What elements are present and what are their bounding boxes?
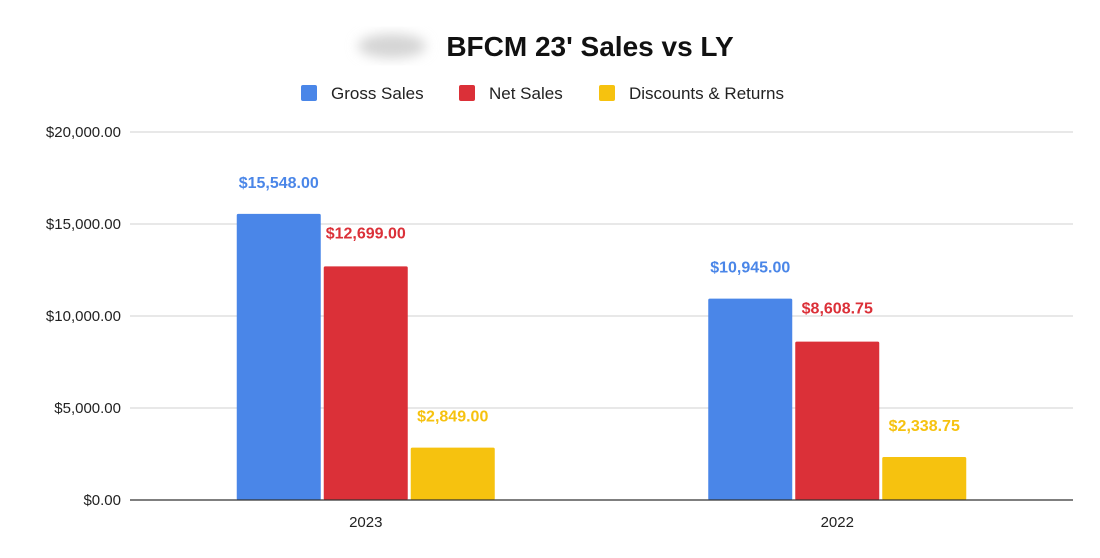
bar-gross-sales-2023	[236, 213, 321, 500]
y-axis-ticks: $0.00 $5,000.00 $10,000.00 $15,000.00 $20,00…	[46, 124, 121, 509]
data-label: $8,608.75	[802, 301, 873, 318]
data-label: $2,338.75	[889, 418, 960, 435]
x-tick-label: 2022	[821, 514, 854, 531]
blurred-logo	[358, 34, 426, 58]
x-axis-ticks: 2023 2022	[349, 514, 854, 531]
y-tick-label: $10,000.00	[46, 308, 121, 325]
data-label: $15,548.00	[239, 175, 319, 192]
y-tick-label: $15,000.00	[46, 216, 121, 233]
legend-label: Gross Sales	[331, 84, 424, 103]
bar-net-sales-2022	[795, 341, 880, 500]
data-label: $12,699.00	[326, 225, 406, 242]
y-tick-label: $0.00	[83, 492, 121, 509]
y-tick-label: $20,000.00	[46, 124, 121, 141]
bar-net-sales-2023	[323, 266, 408, 500]
chart-title: BFCM 23' Sales vs LY	[446, 31, 734, 62]
data-label: $10,945.00	[710, 260, 790, 277]
legend-swatch	[301, 85, 317, 101]
legend-label: Discounts & Returns	[629, 84, 784, 103]
legend: Gross Sales Net Sales Discounts & Returns	[301, 84, 784, 103]
x-tick-label: 2023	[349, 514, 382, 531]
y-tick-label: $5,000.00	[54, 400, 121, 417]
bar-gross-sales-2022	[708, 298, 793, 500]
legend-swatch	[459, 85, 475, 101]
data-labels: $15,548.00 $12,699.00 $2,849.00 $10,945.00 $…	[239, 175, 960, 435]
data-label: $2,849.00	[417, 409, 488, 426]
legend-swatch	[599, 85, 615, 101]
bar-discounts-returns-2022	[882, 456, 967, 500]
legend-label: Net Sales	[489, 84, 563, 103]
bars	[236, 213, 967, 500]
bar-discounts-returns-2023	[410, 447, 495, 500]
